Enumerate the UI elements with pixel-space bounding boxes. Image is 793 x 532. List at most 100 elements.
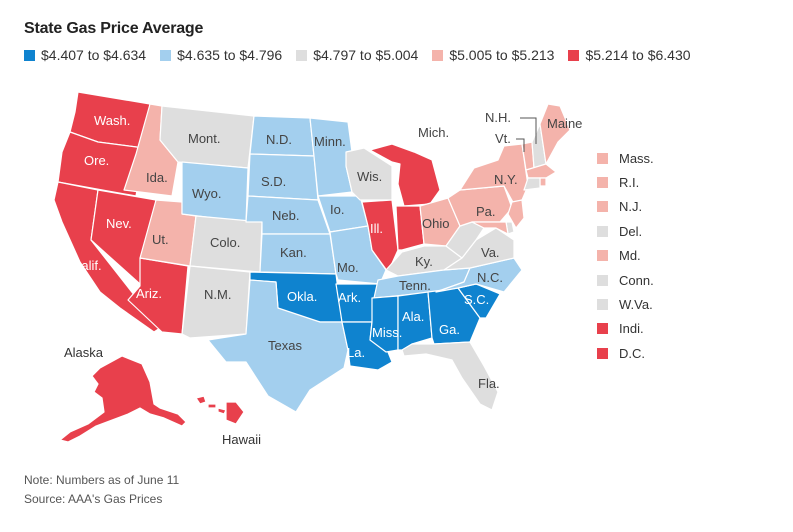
small-state-label: Conn.: [619, 272, 654, 288]
label-ks: Kan.: [280, 245, 307, 260]
legend-label: $4.635 to $4.796: [177, 47, 283, 63]
label-or: Ore.: [84, 153, 109, 168]
legend-label: $5.214 to $6.430: [585, 47, 691, 63]
label-ga: Ga.: [439, 322, 460, 337]
label-hi: Hawaii: [222, 432, 261, 447]
label-wy: Wyo.: [192, 186, 222, 201]
small-state-label: D.C.: [619, 345, 645, 361]
label-co: Colo.: [210, 235, 240, 250]
label-pa: Pa.: [476, 204, 496, 219]
small-state-swatch: [597, 299, 608, 311]
label-la: La.: [347, 345, 365, 360]
legend-swatch: [296, 49, 308, 61]
legend-label: $4.797 to $5.004: [313, 47, 419, 63]
label-ca: Calif.: [72, 258, 102, 273]
legend-item: $5.005 to $5.213: [432, 47, 554, 63]
label-ia: Io.: [330, 202, 344, 217]
label-mo: Mo.: [337, 260, 359, 275]
legend-swatch: [432, 49, 444, 61]
legend-item: $4.635 to $4.796: [160, 47, 282, 63]
label-oh: Ohio: [422, 216, 449, 231]
state-rhode-island[interactable]: [539, 177, 547, 187]
state-north-carolina[interactable]: [435, 257, 523, 293]
label-ky: Ky.: [415, 254, 433, 269]
label-nv: Nev.: [106, 216, 132, 231]
small-state-label: Del.: [619, 223, 643, 239]
state-new-jersey[interactable]: [507, 199, 525, 229]
small-state-item: R.I.: [597, 170, 654, 194]
state-indiana[interactable]: [395, 205, 425, 251]
legend-item: $4.797 to $5.004: [296, 47, 418, 63]
label-tn: Tenn.: [399, 278, 431, 293]
legend-swatch: [160, 49, 172, 61]
small-state-swatch: [597, 250, 608, 262]
small-state-item: Conn.: [597, 268, 654, 292]
footer-source: Source: AAA's Gas Prices: [24, 492, 163, 506]
state-massachusetts[interactable]: [525, 163, 557, 179]
state-florida[interactable]: [401, 341, 499, 411]
state-illinois[interactable]: [361, 199, 399, 273]
vt-leader-line: [516, 138, 525, 152]
small-state-item: Md.: [597, 244, 654, 268]
footer: Note: Numbers as of June 11 Source: AAA'…: [24, 471, 179, 509]
label-mi: Mich.: [418, 125, 449, 140]
small-state-item: Indi.: [597, 317, 654, 341]
state-maryland[interactable]: [471, 221, 509, 235]
small-states-legend: Mass. R.I. N.J. Del. Md. Conn. W.Va. Ind…: [597, 146, 654, 366]
label-mt: Mont.: [188, 131, 221, 146]
label-al: Ala.: [402, 309, 424, 324]
legend-item: $4.407 to $4.634: [24, 47, 146, 63]
map-title: State Gas Price Average: [24, 20, 204, 37]
footer-note: Note: Numbers as of June 11: [24, 473, 180, 487]
state-wisconsin[interactable]: [345, 147, 393, 201]
label-il: Ill.: [370, 221, 383, 236]
legend-swatch: [568, 49, 580, 61]
legend-item: $5.214 to $6.430: [568, 47, 691, 63]
label-nm: N.M.: [204, 287, 231, 302]
state-hawaii[interactable]: [195, 395, 245, 425]
state-connecticut[interactable]: [523, 177, 541, 191]
label-nd: N.D.: [266, 132, 292, 147]
small-state-label: N.J.: [619, 199, 643, 215]
state-alaska[interactable]: [59, 355, 187, 443]
state-new-mexico[interactable]: [181, 265, 251, 339]
label-ny: N.Y.: [494, 172, 518, 187]
small-state-swatch: [597, 152, 608, 164]
small-state-label: Indi.: [619, 321, 644, 337]
label-az: Ariz.: [136, 286, 162, 301]
small-state-swatch: [597, 177, 608, 189]
label-ok: Okla.: [287, 289, 317, 304]
small-state-swatch: [597, 201, 608, 213]
label-nh: N.H.: [485, 110, 511, 125]
small-state-label: R.I.: [619, 175, 640, 191]
small-state-swatch: [597, 274, 608, 286]
legend-label: $4.407 to $4.634: [41, 47, 147, 63]
small-state-item: W.Va.: [597, 292, 654, 316]
small-state-label: Mass.: [619, 150, 654, 166]
state-maine[interactable]: [539, 103, 571, 165]
label-wi: Wis.: [357, 169, 382, 184]
label-id: Ida.: [146, 170, 168, 185]
small-state-label: W.Va.: [619, 297, 653, 313]
label-vt: Vt.: [495, 131, 511, 146]
small-state-item: Del.: [597, 219, 654, 243]
small-state-item: N.J.: [597, 195, 654, 219]
legend-label: $5.005 to $5.213: [449, 47, 555, 63]
small-state-swatch: [597, 347, 608, 359]
small-state-item: D.C.: [597, 341, 654, 365]
small-state-label: Md.: [619, 248, 641, 264]
label-sc: S.C.: [464, 292, 489, 307]
label-va: Va.: [481, 245, 500, 260]
label-nc: N.C.: [477, 270, 503, 285]
label-sd: S.D.: [261, 174, 286, 189]
label-me: Maine: [547, 116, 582, 131]
label-ut: Ut.: [152, 232, 169, 247]
small-state-swatch: [597, 323, 608, 335]
label-fl: Fla.: [478, 376, 500, 391]
small-state-swatch: [597, 225, 608, 237]
state-texas[interactable]: [207, 279, 349, 413]
label-tx: Texas: [268, 338, 302, 353]
legend: $4.407 to $4.634 $4.635 to $4.796 $4.797…: [24, 47, 705, 63]
state-mississippi[interactable]: [369, 295, 399, 353]
